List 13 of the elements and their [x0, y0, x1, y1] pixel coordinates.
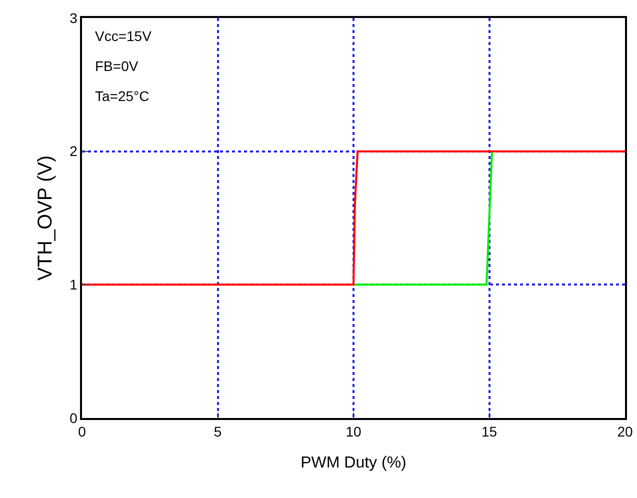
annotation: Vcc=15V: [95, 28, 152, 44]
x-tick-label: 15: [481, 424, 498, 440]
x-axis-title: PWM Duty (%): [300, 454, 406, 472]
y-tick-label: 1: [70, 276, 78, 293]
y-tick-label: 3: [70, 10, 78, 26]
x-tick-label: 20: [617, 424, 633, 440]
x-tick-label: 5: [214, 424, 222, 440]
x-tick-label: 10: [346, 424, 362, 440]
y-tick-label: 2: [70, 143, 78, 160]
annotation: FB=0V: [95, 58, 139, 74]
y-axis-title: VTH_OVP (V): [34, 155, 57, 281]
annotation: Ta=25°C: [95, 88, 150, 104]
y-tick-label: 0: [70, 410, 78, 426]
